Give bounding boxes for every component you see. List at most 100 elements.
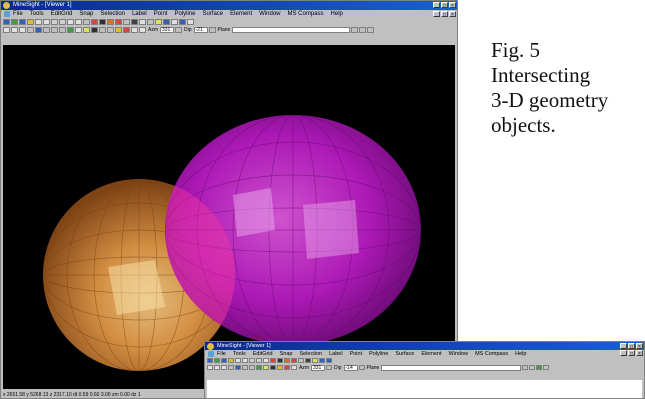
- second-document-icon[interactable]: [208, 351, 214, 357]
- second-plane-options-icon[interactable]: [543, 365, 550, 370]
- layer-icon[interactable]: [139, 19, 146, 25]
- element-icon[interactable]: [131, 19, 138, 25]
- second-close-button[interactable]: ×: [636, 343, 643, 350]
- shade-icon[interactable]: [155, 19, 162, 25]
- second-menu-surface[interactable]: Surface: [395, 350, 415, 357]
- menu-file[interactable]: File: [13, 11, 23, 17]
- view-icon[interactable]: [147, 19, 154, 25]
- dip-spinner-icon[interactable]: [208, 27, 216, 33]
- redo-icon[interactable]: [67, 19, 74, 25]
- second-azimuth-input[interactable]: 331: [311, 364, 325, 371]
- plane-prev-icon[interactable]: [351, 27, 359, 33]
- azimuth-spinner-icon[interactable]: [175, 27, 182, 33]
- azimuth-input[interactable]: 331: [160, 27, 174, 33]
- second-undo-icon[interactable]: [256, 358, 262, 363]
- section-view-icon[interactable]: [51, 27, 58, 33]
- second-menu-file[interactable]: File: [217, 350, 226, 357]
- menu-tools[interactable]: Tools: [29, 11, 44, 17]
- surface-icon[interactable]: [123, 19, 130, 25]
- polyline-icon[interactable]: [115, 19, 122, 25]
- pan-icon[interactable]: [27, 27, 34, 33]
- wireframe-icon[interactable]: [75, 27, 82, 33]
- second-open-icon[interactable]: [207, 358, 213, 363]
- window-icon[interactable]: [179, 19, 186, 25]
- menu-ms-compass[interactable]: MS Compass: [287, 11, 324, 17]
- second-help-icon[interactable]: [228, 358, 234, 363]
- second-plane-next-icon[interactable]: [529, 365, 536, 370]
- dip-input[interactable]: -21: [193, 27, 208, 33]
- second-shade-mode-icon[interactable]: [256, 365, 262, 370]
- second-label-icon[interactable]: [277, 358, 283, 363]
- second-minimize-button[interactable]: _: [620, 343, 627, 350]
- rotate-icon[interactable]: [35, 27, 42, 33]
- second-redraw-icon[interactable]: [291, 365, 297, 370]
- second-highlight-icon[interactable]: [277, 365, 283, 370]
- minimize-button[interactable]: _: [433, 2, 440, 9]
- second-menu-selection[interactable]: Selection: [299, 350, 323, 357]
- second-menu-point[interactable]: Point: [349, 350, 363, 357]
- second-menu-ms-compass[interactable]: MS Compass: [475, 350, 509, 357]
- doc-close-button[interactable]: ×: [449, 11, 456, 18]
- second-color-icon[interactable]: [284, 365, 290, 370]
- doc-restore-button[interactable]: □: [441, 11, 448, 18]
- menu-snap[interactable]: Snap: [79, 11, 94, 17]
- second-viewport[interactable]: [207, 380, 642, 398]
- main-title-bar[interactable]: MineSight - [Viewer 1] _ □ ×: [1, 1, 457, 10]
- second-menu-label[interactable]: Label: [329, 350, 343, 357]
- highlight-icon[interactable]: [115, 27, 122, 33]
- second-section-view-icon[interactable]: [249, 365, 255, 370]
- second-zoom-window-icon[interactable]: [221, 365, 227, 370]
- second-doc-restore-button[interactable]: □: [628, 350, 635, 357]
- second-menu-snap[interactable]: Snap: [279, 350, 293, 357]
- cascade-icon[interactable]: [171, 19, 178, 25]
- color-icon[interactable]: [123, 27, 130, 33]
- second-menu-window[interactable]: Window: [448, 350, 469, 357]
- second-doc-close-button[interactable]: ×: [636, 350, 643, 357]
- second-point-icon[interactable]: [284, 358, 290, 363]
- second-surface-icon[interactable]: [298, 358, 304, 363]
- second-shade-icon[interactable]: [312, 358, 318, 363]
- menu-help[interactable]: Help: [330, 11, 343, 17]
- second-stop-icon[interactable]: [270, 358, 276, 363]
- zoom-in-icon[interactable]: [3, 27, 10, 33]
- light-icon[interactable]: [83, 27, 90, 33]
- second-clip-icon[interactable]: [270, 365, 276, 370]
- second-zoom-out-icon[interactable]: [214, 365, 220, 370]
- tile-icon[interactable]: [163, 19, 170, 25]
- 3d-view-icon[interactable]: [59, 27, 66, 33]
- print-icon[interactable]: [19, 19, 26, 25]
- magenta-ellipsoid[interactable]: [165, 115, 421, 345]
- second-save-icon[interactable]: [214, 358, 220, 363]
- second-menu-polyline[interactable]: Polyline: [369, 350, 389, 357]
- second-plan-view-icon[interactable]: [242, 365, 248, 370]
- second-redo-icon[interactable]: [263, 358, 269, 363]
- second-plane-input[interactable]: [381, 364, 522, 371]
- second-copy-icon[interactable]: [242, 358, 248, 363]
- second-menu-element[interactable]: Element: [421, 350, 442, 357]
- maximize-button[interactable]: □: [441, 2, 448, 9]
- close-button[interactable]: ×: [449, 2, 456, 9]
- second-tile-icon[interactable]: [319, 358, 325, 363]
- menu-element[interactable]: Element: [230, 11, 253, 17]
- plane-input[interactable]: [232, 27, 351, 33]
- clip-icon[interactable]: [91, 27, 98, 33]
- label-icon[interactable]: [99, 19, 106, 25]
- undo-icon[interactable]: [59, 19, 66, 25]
- second-dip-input[interactable]: -14: [343, 364, 358, 371]
- menu-editgrid[interactable]: EditGrid: [50, 11, 73, 17]
- info-icon[interactable]: [187, 19, 194, 25]
- second-plane-prev-icon[interactable]: [522, 365, 529, 370]
- redraw-icon[interactable]: [139, 27, 146, 33]
- second-maximize-button[interactable]: □: [628, 343, 635, 350]
- properties-icon[interactable]: [131, 27, 138, 33]
- zoom-out-icon[interactable]: [11, 27, 18, 33]
- second-menu-help[interactable]: Help: [515, 350, 527, 357]
- second-menu-editgrid[interactable]: EditGrid: [252, 350, 273, 357]
- second-plane-go-icon[interactable]: [536, 365, 543, 370]
- grid-icon[interactable]: [83, 19, 90, 25]
- stop-icon[interactable]: [91, 19, 98, 25]
- menu-selection[interactable]: Selection: [100, 11, 126, 17]
- menu-point[interactable]: Point: [153, 11, 168, 17]
- second-print-icon[interactable]: [221, 358, 227, 363]
- second-zoom-in-icon[interactable]: [207, 365, 213, 370]
